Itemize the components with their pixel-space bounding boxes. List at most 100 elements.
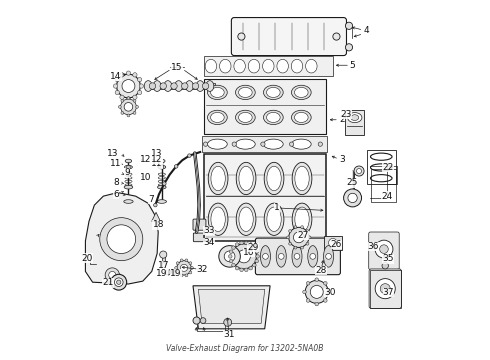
Circle shape (380, 245, 388, 253)
Circle shape (224, 319, 232, 326)
Circle shape (294, 253, 300, 259)
Circle shape (289, 230, 292, 233)
Circle shape (109, 271, 116, 279)
Circle shape (382, 262, 389, 269)
Text: Valve-Exhaust Diagram for 13202-5NA0B: Valve-Exhaust Diagram for 13202-5NA0B (166, 344, 324, 353)
Ellipse shape (323, 246, 334, 267)
Ellipse shape (164, 81, 172, 91)
Circle shape (306, 230, 309, 233)
Circle shape (172, 270, 176, 275)
FancyBboxPatch shape (194, 233, 204, 242)
Ellipse shape (124, 200, 133, 203)
Ellipse shape (124, 185, 133, 189)
Circle shape (345, 44, 353, 51)
Ellipse shape (292, 246, 302, 267)
Ellipse shape (295, 166, 309, 191)
Circle shape (333, 33, 340, 40)
Circle shape (124, 103, 133, 111)
Circle shape (326, 253, 331, 259)
Circle shape (290, 142, 294, 146)
Circle shape (255, 250, 259, 253)
Ellipse shape (239, 112, 252, 122)
Polygon shape (152, 212, 160, 221)
Text: 10: 10 (140, 173, 151, 182)
Ellipse shape (124, 165, 132, 169)
Bar (367, 149, 395, 184)
Circle shape (176, 262, 179, 265)
Circle shape (203, 142, 208, 146)
Text: 27: 27 (297, 231, 309, 240)
Circle shape (126, 71, 131, 75)
Ellipse shape (153, 81, 161, 91)
Circle shape (120, 95, 124, 99)
Text: 30: 30 (324, 288, 336, 297)
Circle shape (171, 83, 177, 89)
Circle shape (113, 84, 118, 88)
Circle shape (224, 251, 235, 262)
Circle shape (240, 241, 244, 245)
Circle shape (180, 264, 188, 271)
Text: 31: 31 (223, 330, 235, 339)
Text: 11: 11 (110, 159, 122, 168)
Circle shape (323, 299, 327, 302)
Text: 21: 21 (102, 278, 114, 287)
Circle shape (345, 22, 353, 30)
Circle shape (301, 226, 303, 229)
Circle shape (323, 282, 327, 285)
Circle shape (380, 284, 390, 294)
Text: 4: 4 (364, 26, 369, 35)
Circle shape (181, 83, 188, 89)
Text: 1: 1 (274, 203, 280, 212)
Ellipse shape (206, 81, 214, 91)
Circle shape (235, 266, 239, 270)
Text: 33: 33 (203, 226, 215, 235)
Ellipse shape (248, 59, 260, 73)
Circle shape (122, 80, 135, 93)
Text: 7: 7 (148, 195, 154, 204)
Ellipse shape (220, 59, 231, 73)
Circle shape (294, 246, 297, 249)
Circle shape (375, 279, 395, 299)
Circle shape (229, 250, 233, 253)
Ellipse shape (239, 207, 253, 231)
Circle shape (180, 274, 183, 277)
Ellipse shape (236, 139, 255, 149)
Circle shape (249, 243, 252, 246)
Circle shape (229, 259, 233, 263)
Circle shape (174, 165, 178, 168)
Text: 13: 13 (151, 149, 163, 158)
Circle shape (329, 238, 337, 247)
Bar (370, 270, 401, 308)
Circle shape (180, 259, 183, 262)
Text: 18: 18 (152, 220, 164, 229)
Circle shape (139, 84, 144, 88)
Circle shape (263, 253, 269, 259)
Circle shape (153, 203, 157, 207)
Bar (345, 110, 364, 135)
Circle shape (177, 261, 191, 275)
Circle shape (357, 168, 362, 174)
Circle shape (119, 105, 122, 108)
Circle shape (192, 83, 199, 89)
Text: 32: 32 (196, 265, 208, 274)
Ellipse shape (157, 200, 167, 203)
Text: 25: 25 (346, 178, 358, 187)
Text: 9: 9 (124, 168, 130, 177)
Ellipse shape (208, 139, 227, 149)
Ellipse shape (292, 162, 312, 195)
Circle shape (219, 246, 240, 267)
Ellipse shape (347, 113, 362, 123)
Circle shape (240, 268, 244, 271)
Bar (324, 235, 342, 250)
Circle shape (160, 83, 167, 89)
Text: 34: 34 (203, 238, 215, 247)
Bar (202, 136, 327, 152)
Ellipse shape (125, 159, 132, 163)
Ellipse shape (260, 246, 270, 267)
Ellipse shape (236, 203, 256, 235)
Text: 28: 28 (316, 266, 327, 275)
Ellipse shape (186, 81, 194, 91)
Circle shape (138, 77, 142, 82)
Circle shape (100, 218, 143, 261)
Circle shape (232, 142, 236, 146)
